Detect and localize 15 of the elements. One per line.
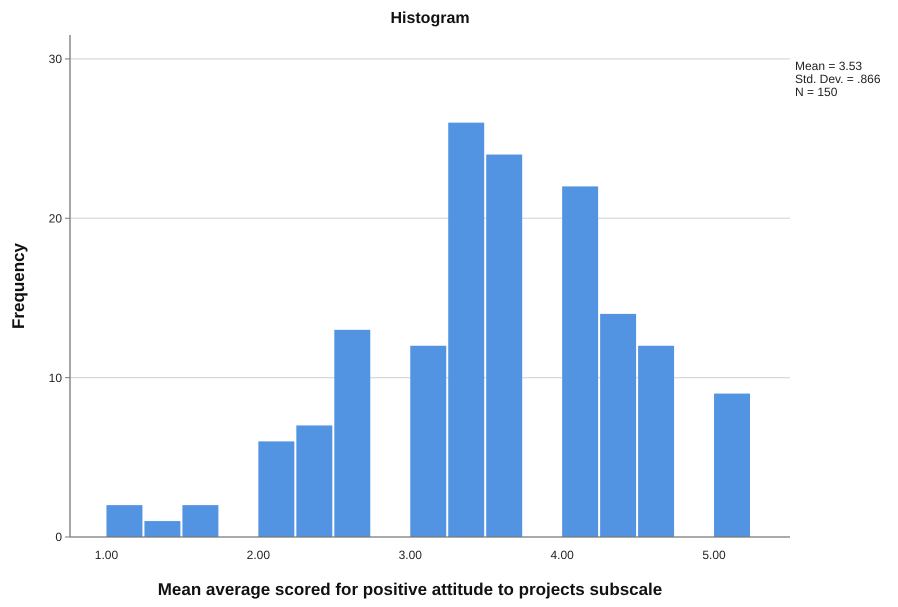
y-tick-label: 0 (55, 530, 62, 544)
text: N = 150 (795, 85, 838, 99)
x-tick-label: 3.00 (398, 548, 422, 562)
y-tick-label: 20 (48, 211, 62, 226)
x-tick-label: 2.00 (246, 548, 270, 562)
text: Mean = 3.53 (795, 59, 862, 73)
text: Std. Dev. = .866 (795, 72, 881, 86)
x-tick-label: 4.00 (550, 548, 574, 562)
chart-title: Histogram (390, 10, 470, 27)
x-tick-label: 5.00 (702, 548, 726, 562)
x-axis-title: Mean average scored for positive attitude to projects subscale (158, 580, 662, 599)
y-tick-label: 10 (48, 370, 62, 385)
y-tick-label: 30 (48, 52, 62, 66)
y-axis-title: Frequency (9, 242, 28, 329)
x-tick-label: 1.00 (94, 548, 118, 562)
